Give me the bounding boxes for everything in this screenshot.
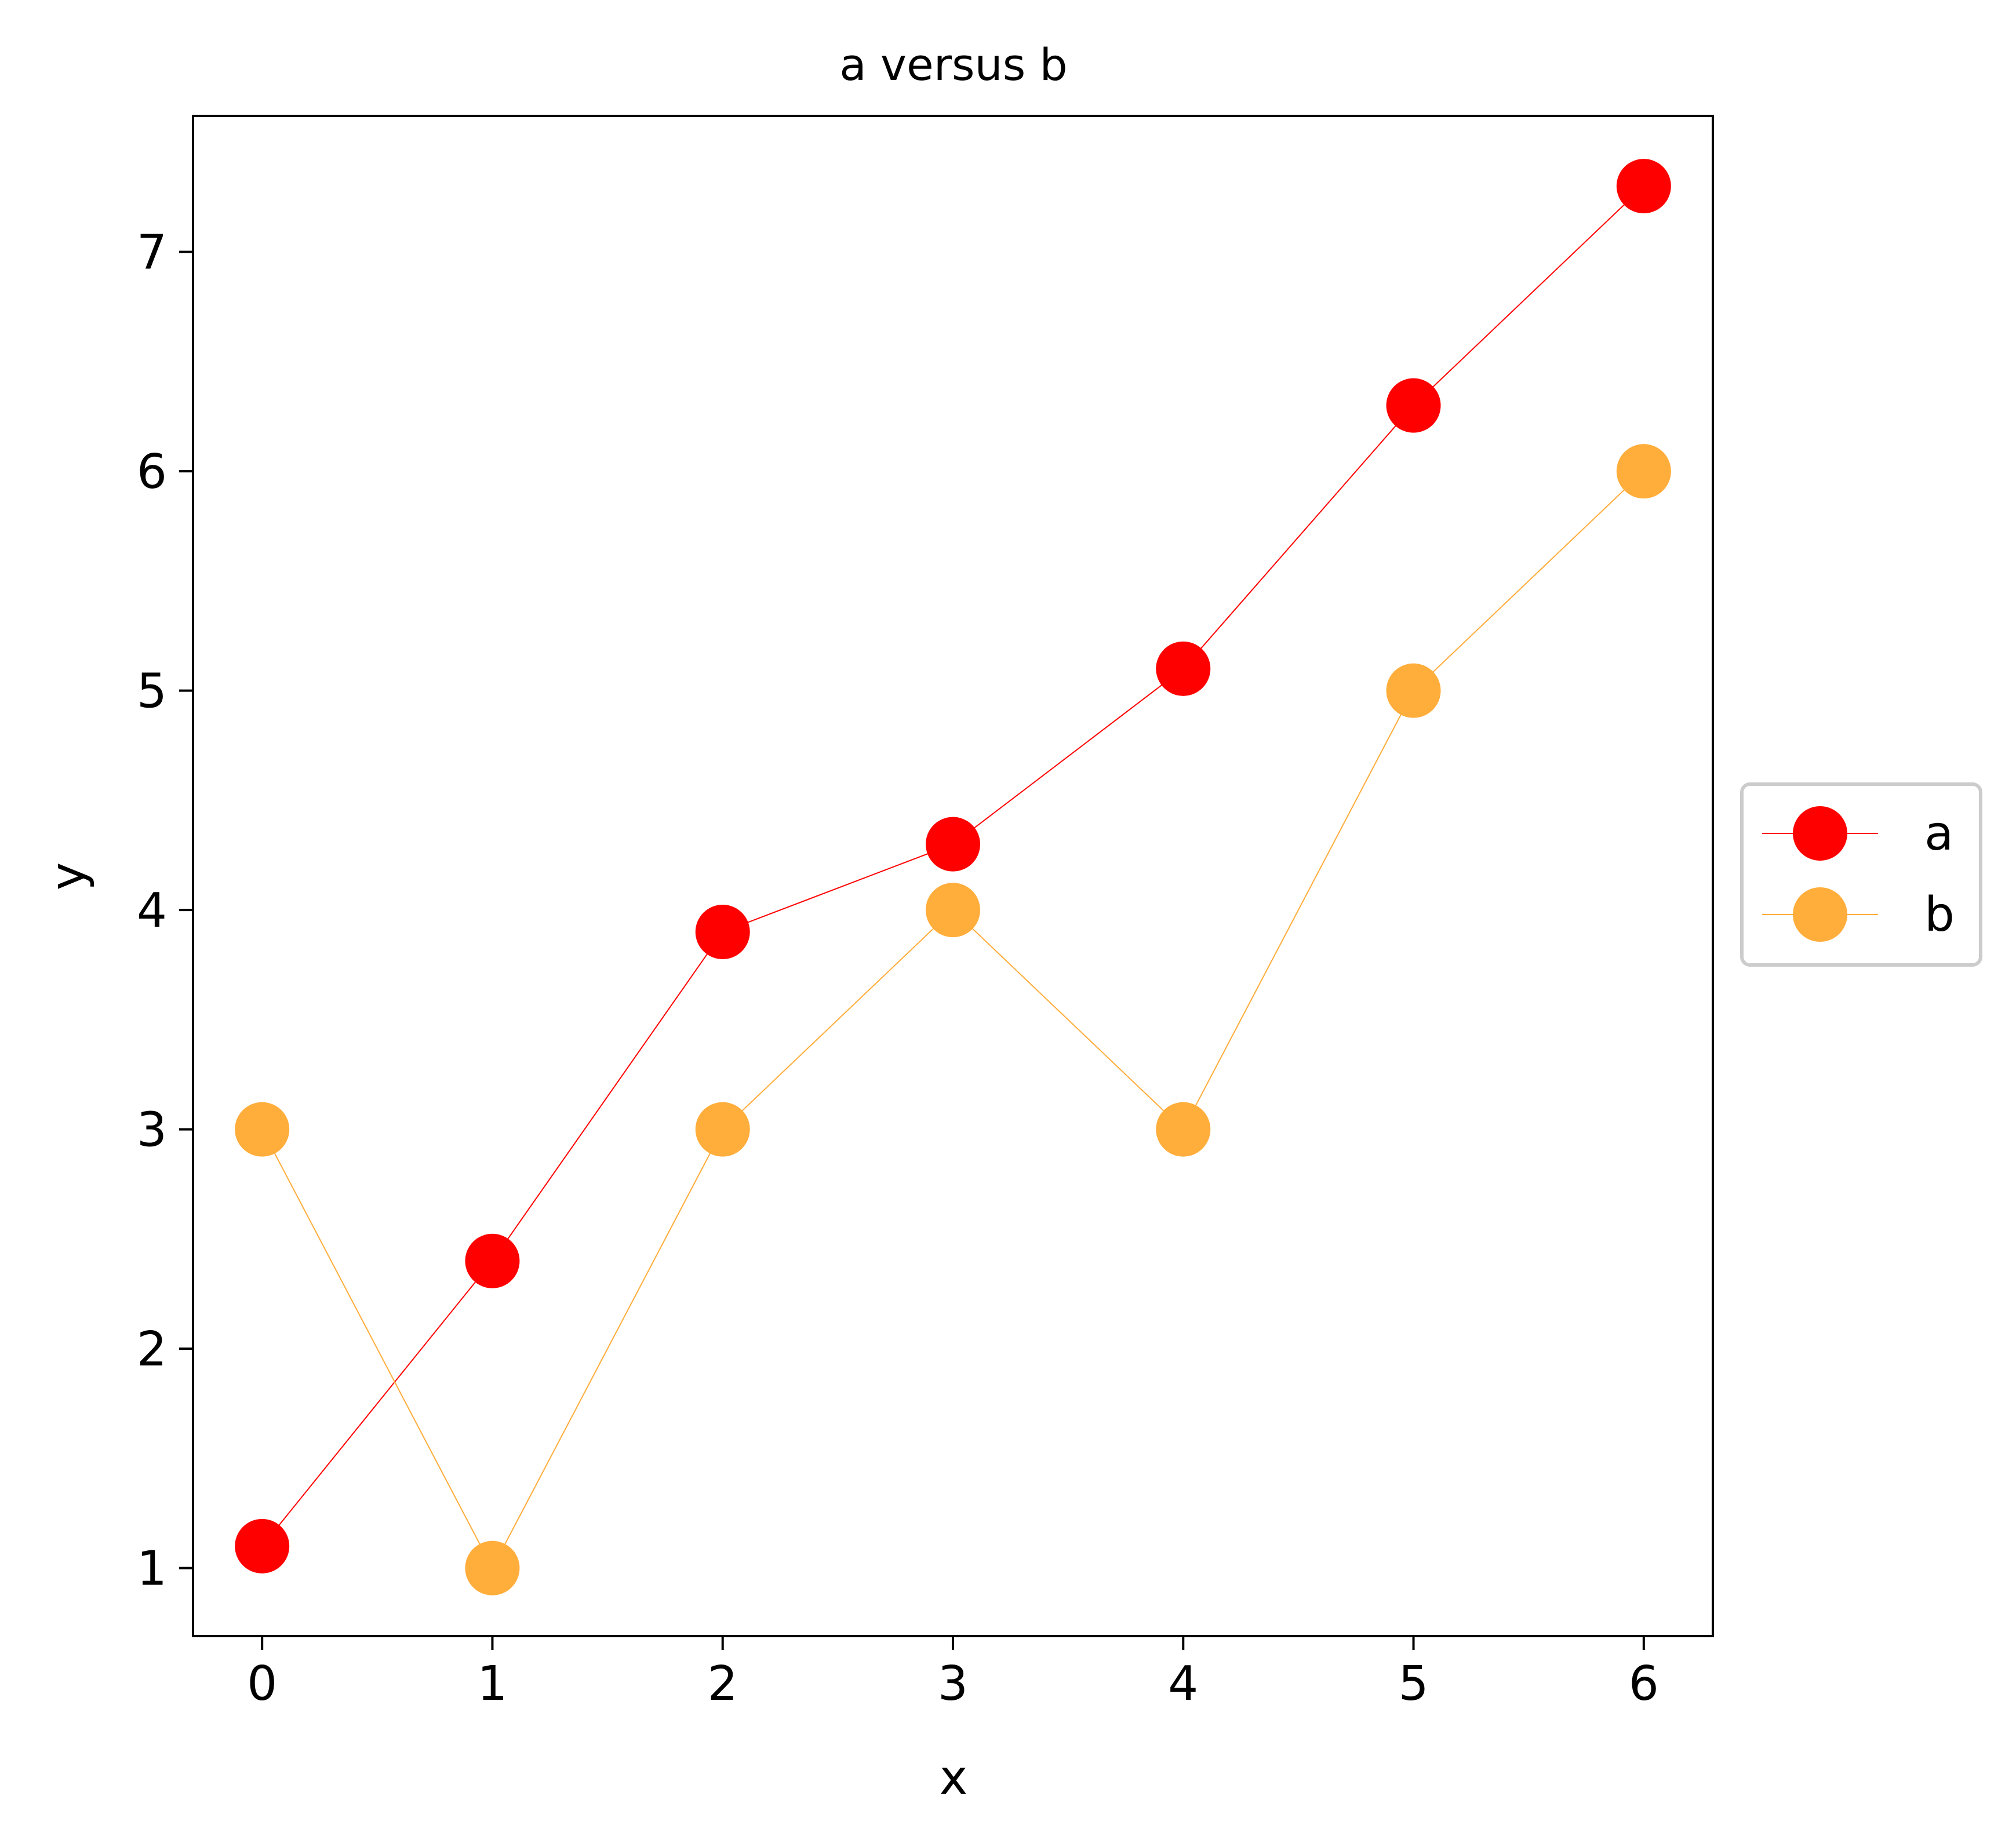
legend-marker-b — [1793, 887, 1847, 942]
series-b — [235, 444, 1671, 1596]
data-point-a — [926, 817, 980, 872]
legend-label-a: a — [1924, 806, 1953, 861]
y-tick-label: 1 — [137, 1542, 167, 1597]
y-tick-label: 2 — [137, 1322, 167, 1377]
plot-background — [193, 116, 1713, 1636]
data-point-b — [465, 1540, 520, 1596]
y-tick-label: 3 — [137, 1103, 167, 1158]
data-point-b — [235, 1102, 290, 1157]
series-a — [235, 159, 1671, 1574]
plot-area: 0 1 2 3 4 5 6 1 2 3 4 5 6 7 — [137, 115, 1714, 1711]
x-tick-label: 0 — [247, 1656, 277, 1711]
axes-frame — [192, 115, 1714, 1637]
chart-title: a versus b — [839, 39, 1067, 90]
data-point-a — [1386, 378, 1441, 433]
data-point-a — [695, 905, 750, 960]
y-axis-label: y — [41, 862, 96, 891]
y-tick-label: 6 — [137, 445, 167, 500]
legend-marker-a — [1793, 806, 1847, 861]
x-tick-label: 3 — [938, 1656, 968, 1711]
y-tick-label: 5 — [137, 664, 167, 719]
data-point-b — [926, 883, 980, 938]
x-tick-label: 5 — [1398, 1656, 1428, 1711]
data-point-b — [1616, 444, 1671, 499]
y-tick-label: 7 — [137, 225, 167, 281]
legend: ab — [1740, 782, 1982, 967]
x-axis-label: x — [940, 1750, 968, 1805]
data-point-b — [695, 1102, 750, 1157]
data-point-b — [1156, 1102, 1211, 1157]
data-point-a — [1156, 641, 1211, 696]
x-tick-label: 4 — [1168, 1656, 1198, 1711]
x-tick-label: 6 — [1629, 1656, 1659, 1711]
data-point-a — [1616, 159, 1671, 214]
legend-label-b: b — [1924, 887, 1955, 942]
x-tick-label: 1 — [477, 1656, 507, 1711]
y-tick-label: 4 — [137, 883, 167, 938]
data-point-a — [235, 1518, 290, 1574]
x-tick-label: 2 — [708, 1656, 738, 1711]
data-point-a — [465, 1233, 520, 1288]
data-point-b — [1386, 663, 1441, 718]
